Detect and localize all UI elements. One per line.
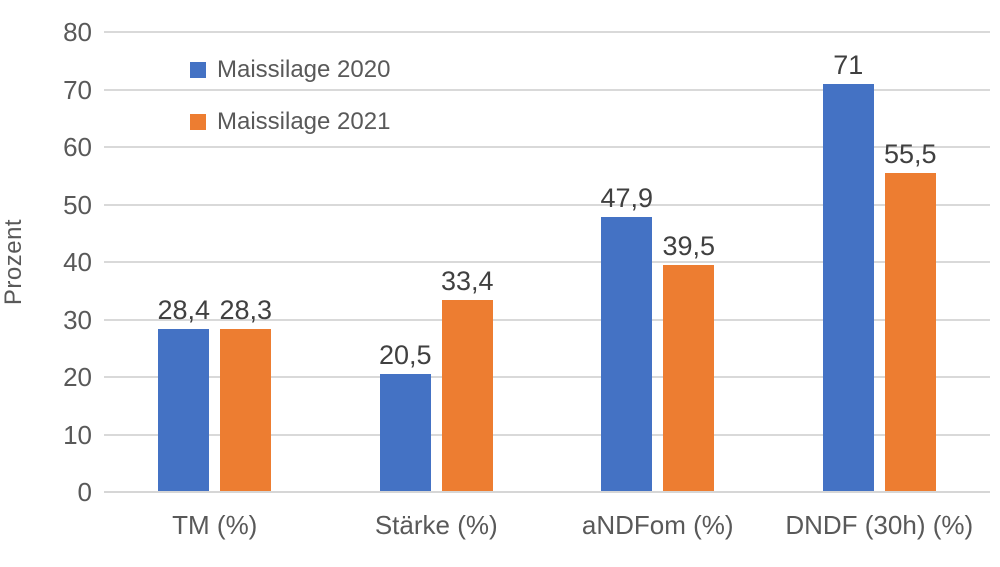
bar: 39,5 — [662, 232, 715, 492]
gridline — [104, 376, 990, 378]
y-tick-label: 0 — [77, 477, 92, 507]
legend: Maissilage 2020 Maissilage 2021 — [190, 56, 390, 160]
bar-value-label: 47,9 — [600, 182, 654, 213]
category-label: aNDFom (%) — [581, 510, 734, 540]
gridline — [104, 433, 990, 436]
bar-group: 28,4 28,3 TM (%) — [104, 32, 326, 540]
bar-value-label: 20,5 — [378, 340, 432, 371]
plot-area: 28,4 28,3 TM (%) 20,5 33,4 Stärke (%) 47,9 39,5… — [104, 31, 991, 540]
gridline — [104, 88, 990, 91]
legend-item: Maissilage 2021 — [190, 108, 390, 136]
bar: 20,5 — [379, 342, 432, 492]
legend-swatch-icon — [190, 62, 206, 78]
y-tick-label: 70 — [63, 74, 92, 105]
legend-label: Maissilage 2020 — [217, 56, 391, 83]
bar: 28,4 — [157, 296, 210, 492]
x-axis-line — [104, 491, 990, 493]
y-tick-label: 40 — [63, 247, 92, 277]
y-tick-label: 30 — [63, 304, 92, 335]
bar-groups: 28,4 28,3 TM (%) 20,5 33,4 Stärke (%) 47,9 39,5… — [104, 32, 991, 540]
bar-value-label: 28,4 — [157, 294, 211, 325]
bar: 55,5 — [884, 140, 937, 492]
legend-label: Maissilage 2021 — [217, 108, 391, 135]
bar-value-label: 71 — [833, 49, 864, 80]
bar-group: 71 55,5 DNDF (30h) (%) — [769, 32, 991, 540]
gridline — [104, 261, 990, 263]
y-tick-label: 80 — [63, 17, 92, 47]
bar-value-label: 33,4 — [440, 265, 494, 296]
y-tick-label: 60 — [63, 132, 92, 162]
legend-item: Maissilage 2020 — [190, 56, 390, 84]
bar: 71 — [822, 51, 874, 492]
bar: 28,3 — [219, 297, 272, 492]
y-tick-label: 50 — [63, 189, 92, 220]
y-axis-ticks: 0 10 20 30 40 50 60 70 80 — [0, 19, 92, 505]
legend-swatch-icon — [190, 114, 206, 130]
category-label: DNDF (30h) (%) — [785, 510, 974, 540]
bar-group: 47,9 39,5 aNDFom (%) — [547, 32, 769, 540]
bar: 47,9 — [600, 184, 653, 492]
gridline — [104, 203, 990, 206]
category-label: Stärke (%) — [374, 510, 498, 540]
gridline — [104, 31, 990, 33]
bar-value-label: 55,5 — [883, 138, 937, 169]
bar-value-label: 39,5 — [662, 230, 716, 261]
gridline — [104, 318, 990, 321]
bar: 33,4 — [441, 267, 494, 492]
bar-value-label: 28,3 — [219, 295, 273, 326]
category-label: TM (%) — [172, 510, 258, 540]
bar-group: 20,5 33,4 Stärke (%) — [326, 32, 548, 540]
y-tick-label: 20 — [63, 362, 92, 392]
y-tick-label: 10 — [63, 419, 92, 450]
gridline — [104, 146, 990, 148]
